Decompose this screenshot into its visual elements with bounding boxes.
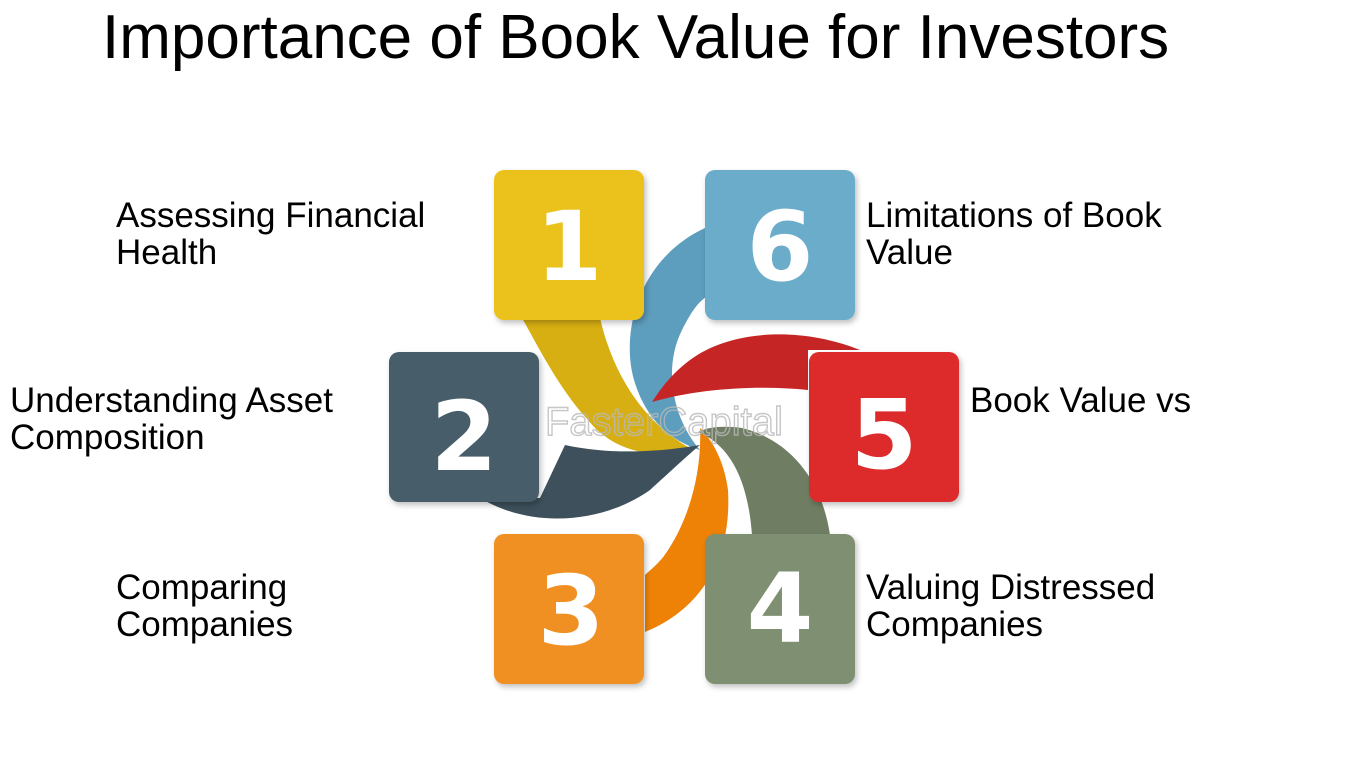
- step-3-label: Comparing Companies: [116, 569, 293, 643]
- step-1-number: 1: [536, 191, 603, 303]
- step-4-number: 4: [747, 553, 814, 665]
- step-4-box: 4: [705, 534, 855, 684]
- step-1-box: 1: [494, 170, 644, 320]
- step-5-box: 5: [809, 352, 959, 502]
- step-3-label-line-1: Comparing: [116, 568, 288, 607]
- ribbon-6: [629, 228, 708, 450]
- step-4-label: Valuing Distressed Companies: [866, 569, 1155, 643]
- ribbon-5: [652, 334, 860, 402]
- step-5-number: 5: [851, 379, 918, 491]
- step-5-label: Book Value vs: [970, 382, 1191, 419]
- ribbon-3: [645, 428, 729, 632]
- step-6-label-line-2: Value: [866, 233, 953, 272]
- step-3-box: 3: [494, 534, 644, 684]
- step-1-label: Assessing Financial Health: [116, 197, 425, 271]
- ribbon-4: [698, 426, 830, 535]
- step-2-label-line-2: Composition: [10, 418, 205, 457]
- page-title: Importance of Book Value for Investors: [102, 3, 1170, 72]
- step-6-label: Limitations of Book Value: [866, 197, 1162, 271]
- step-2-label: Understanding Asset Composition: [10, 382, 333, 456]
- step-6-box: 6: [705, 170, 855, 320]
- step-5-label-line-1: Book Value vs: [970, 381, 1192, 420]
- step-1-label-line-1: Assessing Financial: [116, 196, 426, 235]
- step-3-label-line-2: Companies: [116, 605, 294, 644]
- step-6-label-line-1: Limitations of Book: [866, 196, 1162, 235]
- step-2-number: 2: [431, 381, 498, 493]
- step-4-label-line-2: Companies: [866, 605, 1044, 644]
- step-3-number: 3: [538, 555, 605, 667]
- ribbon-1: [522, 318, 690, 454]
- step-2-label-line-1: Understanding Asset: [10, 381, 333, 420]
- watermark: FasterCapital: [545, 400, 783, 444]
- step-2-box: 2: [389, 352, 539, 502]
- step-4-label-line-1: Valuing Distressed: [866, 568, 1156, 607]
- step-1-label-line-2: Health: [116, 233, 218, 272]
- ribbon-2: [480, 445, 700, 519]
- step-6-number: 6: [747, 191, 814, 303]
